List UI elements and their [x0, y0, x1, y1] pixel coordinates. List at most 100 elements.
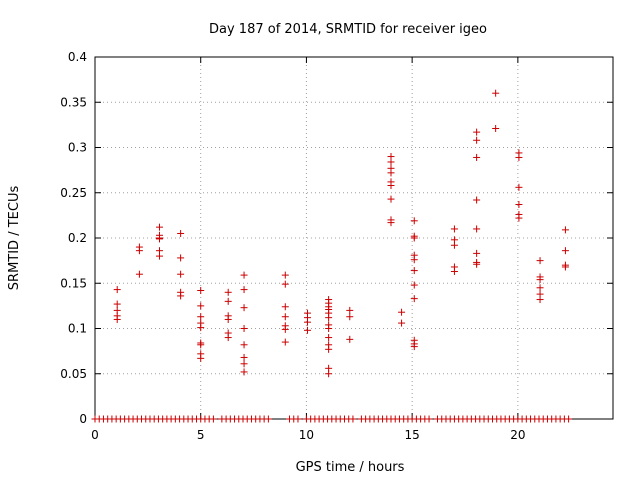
grid: [95, 57, 613, 419]
data-point: [325, 334, 333, 342]
data-point: [224, 334, 232, 342]
data-point: [515, 201, 523, 209]
data-point: [410, 217, 418, 225]
data-point: [240, 286, 248, 294]
y-tick-label: 0.3: [68, 141, 87, 155]
data-markers: [91, 89, 573, 423]
data-point: [450, 267, 458, 275]
data-point: [264, 415, 272, 423]
data-point: [240, 325, 248, 332]
data-point: [113, 315, 121, 323]
y-tick-label: 0.25: [60, 186, 87, 200]
data-point: [536, 296, 544, 304]
data-point: [473, 260, 481, 268]
data-point: [197, 324, 205, 332]
data-point: [561, 247, 569, 255]
data-point: [177, 270, 185, 278]
data-point: [492, 124, 500, 132]
data-point: [410, 267, 418, 275]
data-point: [387, 158, 395, 166]
data-point: [224, 297, 232, 305]
y-tick-label: 0.15: [60, 276, 87, 290]
data-point: [410, 234, 418, 242]
data-point: [410, 295, 418, 303]
data-point: [565, 415, 573, 423]
data-point: [387, 169, 395, 177]
data-point: [398, 308, 406, 316]
data-point: [346, 335, 354, 343]
x-tick-label: 5: [197, 428, 205, 442]
data-point: [387, 182, 395, 190]
y-tick-label: 0: [79, 412, 87, 426]
data-point: [387, 195, 395, 203]
y-tick-label: 0.35: [60, 95, 87, 109]
data-point: [281, 313, 289, 321]
data-point: [177, 254, 185, 262]
data-point: [473, 128, 481, 136]
data-point: [197, 341, 205, 349]
data-point: [240, 353, 248, 361]
data-point: [113, 286, 121, 294]
data-point: [155, 223, 163, 231]
data-point: [240, 304, 248, 312]
data-point: [536, 284, 544, 292]
data-point: [281, 271, 289, 279]
data-point: [325, 345, 333, 353]
data-point: [240, 341, 248, 349]
data-point: [281, 325, 289, 333]
data-point: [536, 257, 544, 265]
data-point: [294, 415, 302, 423]
data-point: [473, 249, 481, 257]
data-point: [398, 319, 406, 327]
data-point: [515, 153, 523, 161]
y-tick-label: 0.05: [60, 367, 87, 381]
data-point: [209, 415, 217, 423]
data-point: [281, 303, 289, 311]
data-point: [155, 252, 163, 260]
data-point: [281, 338, 289, 346]
data-point: [281, 280, 289, 288]
y-tick-label: 0.2: [68, 231, 87, 245]
data-point: [492, 89, 500, 97]
data-point: [197, 313, 205, 321]
data-point: [197, 286, 205, 294]
y-axis-label: SRMTID / TECUs: [7, 186, 22, 291]
data-point: [240, 360, 248, 368]
data-point: [561, 263, 569, 271]
data-point: [177, 292, 185, 300]
x-axis-label: GPS time / hours: [296, 460, 405, 475]
data-point: [240, 368, 248, 376]
data-point: [197, 302, 205, 310]
y-tick-label: 0.4: [68, 50, 87, 64]
data-point: [325, 370, 333, 378]
data-point: [240, 271, 248, 279]
data-point: [346, 313, 354, 321]
data-point: [515, 214, 523, 222]
x-tick-label: 0: [91, 428, 99, 442]
data-point: [346, 306, 354, 314]
data-point: [387, 219, 395, 227]
data-point: [349, 415, 357, 423]
data-point: [224, 315, 232, 323]
data-point: [224, 288, 232, 296]
data-point: [536, 276, 544, 284]
data-point: [303, 326, 311, 334]
data-point: [425, 415, 433, 423]
data-point: [410, 343, 418, 351]
data-point: [410, 281, 418, 289]
y-tick-label: 0.1: [68, 322, 87, 336]
data-point: [135, 247, 143, 255]
data-point: [473, 136, 481, 144]
data-point: [303, 318, 311, 326]
x-tick-label: 10: [299, 428, 314, 442]
ticks: 0 0.05 0.1 0.15 0.2 0.25 0.3 0.35 0.4 0 5 10 15 20: [60, 50, 613, 442]
data-point: [177, 229, 185, 237]
data-point: [450, 241, 458, 249]
data-point: [450, 225, 458, 233]
data-point: [515, 183, 523, 191]
data-point: [325, 314, 333, 322]
data-point: [473, 225, 481, 233]
data-point: [113, 300, 121, 308]
